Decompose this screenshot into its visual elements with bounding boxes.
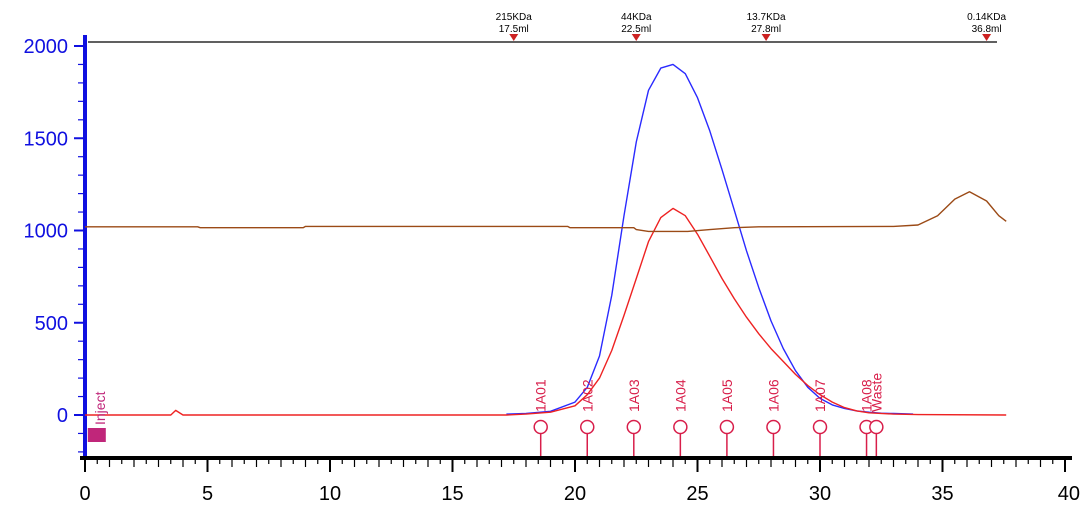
calibration-marker-volume: 27.8ml <box>751 24 781 35</box>
fraction-circle <box>673 419 688 435</box>
fraction-label: 1A01 <box>533 379 549 412</box>
x-tick-label: 10 <box>319 483 341 505</box>
fraction-circle <box>626 419 642 435</box>
fraction-label: 1A04 <box>672 379 688 412</box>
fraction-label: 1A08 <box>859 379 875 412</box>
calibration-marker-triangle <box>509 34 519 41</box>
x-tick-label: 5 <box>202 483 213 505</box>
series-line-uv-280nm <box>506 63 914 415</box>
series-line-uv-260nm <box>85 207 1007 416</box>
inject-label: Inject <box>92 391 108 425</box>
fraction-label: 1A06 <box>765 379 781 412</box>
x-tick-label: 15 <box>441 483 463 505</box>
y-tick-label: 0 <box>57 405 68 427</box>
calibration-marker-mw: 44KDa <box>621 12 652 23</box>
fraction-label: 1A05 <box>719 379 735 412</box>
y-tick-label: 1500 <box>24 128 69 150</box>
calibration-marker-volume: 17.5ml <box>499 24 529 35</box>
x-tick-label: 0 <box>79 483 90 505</box>
fraction-label: 1A03 <box>626 379 642 412</box>
calibration-marker-triangle <box>982 34 992 41</box>
y-tick-label: 500 <box>35 313 68 335</box>
inject-marker <box>87 428 106 442</box>
calibration-marker-triangle <box>761 34 771 41</box>
x-tick-label: 35 <box>931 483 953 505</box>
calibration-marker-mw: 13.7KDa <box>747 12 786 23</box>
fraction-circle <box>869 419 884 435</box>
calibration-marker-volume: 36.8ml <box>972 24 1002 35</box>
calibration-marker-mw: 215KDa <box>496 12 533 23</box>
y-tick-label: 2000 <box>24 36 69 58</box>
calibration-marker-triangle <box>631 34 641 41</box>
fraction-circle <box>719 419 735 435</box>
fraction-circle <box>812 419 828 435</box>
fraction-label: Waste <box>868 373 884 412</box>
series-line-conductivity <box>85 191 1007 233</box>
x-tick-label: 25 <box>686 483 708 505</box>
fraction-circle <box>766 419 781 435</box>
y-tick-label: 1000 <box>24 221 69 243</box>
fraction-circle <box>533 419 548 435</box>
calibration-marker-volume: 22.5ml <box>621 24 651 35</box>
x-tick-label: 20 <box>564 483 586 505</box>
fraction-label: 1A02 <box>579 379 595 412</box>
x-tick-label: 30 <box>809 483 831 505</box>
fraction-label: 1A07 <box>812 379 828 412</box>
fraction-circle <box>580 419 595 435</box>
calibration-marker-mw: 0.14KDa <box>967 12 1006 23</box>
x-tick-label: 40 <box>1058 483 1080 505</box>
